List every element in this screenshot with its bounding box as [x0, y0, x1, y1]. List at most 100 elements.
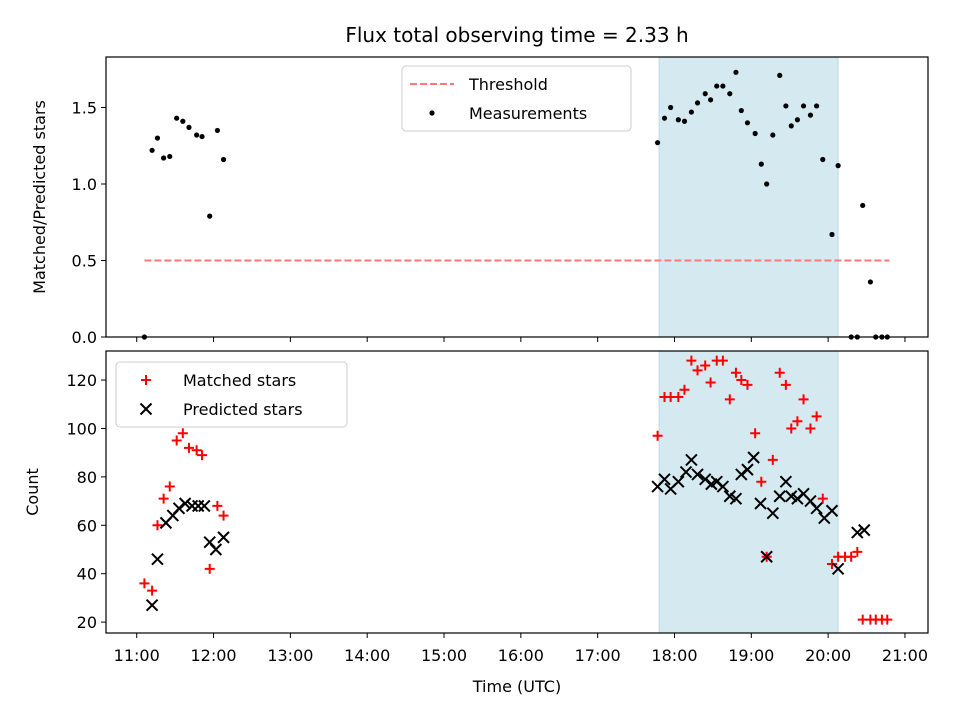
measurement-point	[702, 91, 708, 97]
y-tick-label: 0.5	[72, 251, 97, 270]
series-matched-stars	[139, 355, 893, 625]
chart-title: Flux total observing time = 2.33 h	[345, 23, 688, 47]
measurement-point	[820, 156, 826, 163]
predicted-star-point	[729, 492, 743, 505]
predicted-star-point	[760, 550, 773, 563]
matched-star-point	[798, 394, 809, 405]
measurement-point	[688, 109, 694, 115]
measurement-point	[764, 181, 770, 187]
measurement-point	[794, 117, 801, 123]
measurement-point	[154, 135, 161, 141]
measurement-point	[161, 155, 167, 161]
matched-star-point	[147, 585, 158, 596]
matched-star-point	[846, 551, 857, 562]
matched-star-point	[164, 481, 175, 492]
predicted-star-point	[754, 497, 767, 510]
bottom-panel: 20 40 60 80 100 120 Matched stars Predicted sta…	[23, 350, 929, 638]
measurement-point	[694, 100, 701, 106]
measurement-point	[744, 120, 751, 126]
x-tick-label: 15:00	[421, 646, 467, 665]
predicted-star-point	[658, 473, 671, 486]
measurement-point	[167, 153, 173, 160]
matched-star-point	[158, 493, 169, 504]
measurement-point	[668, 104, 674, 111]
legend-marker	[429, 110, 435, 116]
series-predicted-stars	[145, 451, 871, 612]
measurement-point	[770, 132, 776, 138]
legend-box	[401, 65, 632, 132]
predicted-star-point	[851, 526, 864, 539]
predicted-star-point	[747, 451, 760, 464]
bottom-plot-area: 20 40 60 80 100 120 Matched stars Predicted sta…	[66, 350, 929, 638]
measurement-point	[149, 147, 155, 153]
measurement-point	[654, 140, 661, 146]
predicted-star-point	[191, 499, 205, 513]
legend-marker	[139, 402, 153, 416]
matched-star-point	[792, 416, 803, 427]
x-axis-ticks: 11:00 12:00 13:00 14:00 15:00 16:00 17:00 18:00…	[114, 646, 928, 665]
legend-label: Matched stars	[183, 371, 296, 390]
measurement-point	[207, 213, 213, 219]
predicted-star-point	[217, 531, 230, 544]
legend-label: Predicted stars	[183, 400, 303, 419]
plot-frame	[105, 56, 929, 338]
predicted-star-point	[766, 506, 780, 520]
top-panel: 0.0 0.5 1.0 1.5 Threshold Measurements Matche…	[30, 56, 929, 347]
matched-star-point	[700, 360, 711, 371]
x-tick-label: 21:00	[882, 646, 928, 665]
legend-label: Threshold	[468, 75, 548, 94]
measurement-point	[186, 124, 192, 130]
measurement-point	[752, 130, 758, 137]
matched-star-point	[191, 445, 202, 456]
predicted-star-point	[151, 552, 164, 566]
measurement-point	[661, 115, 668, 121]
matched-star-point	[705, 377, 716, 388]
legend-marker	[141, 375, 151, 385]
x-tick-label: 13:00	[267, 646, 313, 665]
x-tick-label: 12:00	[190, 646, 236, 665]
shaded-interval	[658, 56, 839, 338]
legend-box	[115, 361, 348, 428]
matched-star-point	[811, 411, 822, 422]
matched-star-point	[805, 423, 816, 434]
y-tick-label: 80	[77, 468, 97, 487]
shaded-interval	[658, 350, 839, 634]
y-tick-label: 1.5	[72, 98, 97, 117]
predicted-star-point	[825, 504, 839, 517]
matched-star-point	[736, 375, 747, 386]
predicted-star-point	[773, 490, 786, 503]
matched-star-point	[767, 454, 778, 465]
matched-star-point	[817, 493, 828, 504]
matched-star-point	[686, 355, 697, 366]
matched-star-point	[852, 546, 863, 557]
x-tick-label: 16:00	[498, 646, 544, 665]
matched-star-point	[882, 614, 893, 625]
matched-star-point	[742, 379, 753, 390]
y-tick-label: 60	[77, 516, 97, 535]
matched-star-point	[212, 500, 223, 511]
matched-star-point	[679, 384, 690, 395]
predicted-star-point	[831, 562, 845, 576]
y-tick-label: 40	[77, 565, 97, 584]
measurement-point	[807, 112, 814, 118]
measurement-point	[777, 72, 783, 78]
matched-star-point	[152, 520, 163, 531]
predicted-star-point	[858, 523, 871, 537]
measurement-point	[738, 107, 744, 114]
matched-star-point	[177, 428, 188, 439]
top-y-axis-label: Matched/Predicted stars	[30, 100, 49, 294]
top-plot-area: 0.0 0.5 1.0 1.5 Threshold Measurements	[72, 56, 929, 347]
predicted-star-point	[810, 502, 823, 515]
measurement-point	[829, 231, 835, 238]
measurement-point	[758, 161, 764, 167]
matched-star-point	[183, 442, 194, 453]
predicted-star-point	[209, 543, 223, 556]
predicted-star-point	[198, 499, 211, 513]
measurement-point	[681, 118, 688, 124]
matched-star-point	[197, 450, 208, 461]
measurement-point	[714, 83, 720, 89]
matched-star-point	[171, 435, 182, 446]
x-axis-label: Time (UTC)	[472, 677, 561, 696]
y-tick-label: 120	[66, 371, 97, 390]
